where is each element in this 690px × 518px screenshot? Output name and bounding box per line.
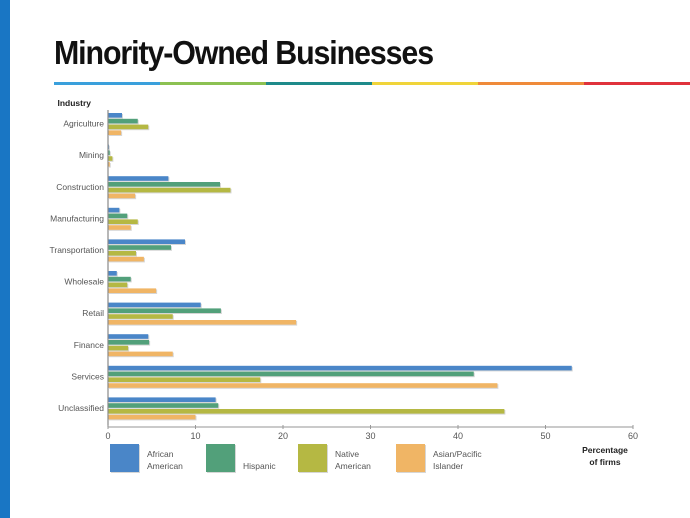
bar: [108, 239, 185, 244]
x-axis-title: of firms: [589, 457, 620, 467]
legend-swatch: [110, 444, 139, 472]
bar: [108, 118, 138, 124]
x-tick-label: 20: [278, 431, 288, 441]
x-axis-title: Percentage: [582, 445, 628, 455]
category-label: Unclassified: [58, 403, 104, 413]
rule-segment: [372, 82, 478, 85]
x-tick-label: 10: [190, 431, 200, 441]
rainbow-rule: [54, 82, 690, 85]
rule-segment: [266, 82, 372, 85]
bar: [108, 351, 173, 357]
x-tick-label: 50: [540, 431, 550, 441]
bar: [108, 245, 171, 250]
bar: [108, 334, 149, 339]
bar: [108, 282, 128, 288]
category-label: Services: [71, 371, 104, 381]
bar: [108, 383, 498, 388]
legend-swatch: [206, 444, 235, 472]
category-label: Construction: [56, 182, 104, 192]
bar: [108, 414, 196, 420]
bar: [108, 251, 136, 256]
x-tick-label: 60: [628, 431, 638, 441]
bar-shadow: [109, 163, 111, 168]
bar: [108, 113, 122, 118]
bar: [108, 176, 169, 181]
bar-shadow: [109, 151, 111, 156]
y-axis-title: Industry: [57, 98, 91, 108]
legend-label: American: [335, 461, 371, 471]
category-label: Finance: [74, 340, 105, 350]
bar: [108, 187, 231, 193]
bar: [108, 256, 144, 262]
legend-swatch: [396, 444, 425, 472]
x-tick-label: 30: [365, 431, 375, 441]
bar: [108, 403, 219, 408]
bar: [108, 193, 136, 199]
bar: [108, 162, 110, 167]
bar: [108, 365, 572, 371]
bar: [108, 320, 297, 325]
rule-segment: [160, 82, 266, 85]
x-tick-label: 0: [105, 431, 110, 441]
legend-label: Islander: [433, 461, 463, 471]
bar: [108, 150, 110, 155]
page-title: Minority-Owned Businesses: [54, 34, 434, 71]
bar: [108, 156, 113, 161]
side-accent-bar: [0, 0, 10, 518]
rule-segment: [584, 82, 690, 85]
category-label: Manufacturing: [50, 213, 104, 223]
bar: [108, 219, 138, 224]
bar: [108, 288, 157, 293]
legend-label: African: [147, 449, 174, 459]
rule-segment: [54, 82, 160, 85]
bar: [108, 397, 216, 402]
category-label: Transportation: [50, 245, 105, 255]
legend-label: Asian/Pacific: [433, 449, 482, 459]
bar: [108, 409, 505, 414]
bar: [108, 345, 129, 351]
bar: [108, 308, 221, 313]
bar: [108, 124, 149, 130]
bar: [108, 276, 131, 282]
bar: [108, 225, 131, 230]
bar: [108, 271, 117, 276]
legend-swatch: [298, 444, 327, 472]
bar-shadow: [109, 145, 110, 151]
bar: [108, 340, 150, 345]
bar: [108, 302, 201, 308]
bar: [108, 130, 122, 135]
category-label: Retail: [82, 308, 104, 318]
category-label: Mining: [79, 150, 104, 160]
bar: [108, 213, 128, 219]
bar: [108, 371, 474, 377]
rule-segment: [478, 82, 584, 85]
x-tick-label: 40: [453, 431, 463, 441]
bar: [108, 377, 261, 382]
legend-label: Hispanic: [243, 461, 276, 471]
bar: [108, 182, 220, 187]
category-label: Agriculture: [63, 119, 104, 129]
legend-label: Native: [335, 449, 359, 459]
legend-label: American: [147, 461, 183, 471]
bar: [108, 207, 120, 213]
category-label: Wholesale: [64, 277, 104, 287]
bar: [108, 314, 173, 319]
